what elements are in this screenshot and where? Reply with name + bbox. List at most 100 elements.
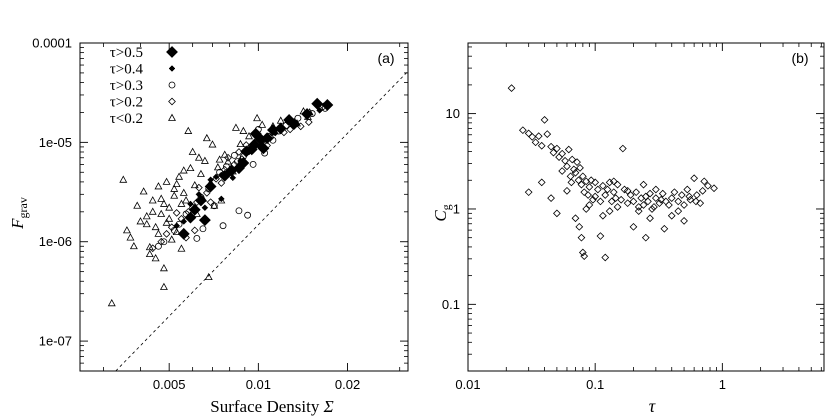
panel-a-xlabel-words: Surface Density — [210, 397, 323, 416]
panel-a-point-triangle-open — [258, 120, 267, 128]
panel-b-point-diamond-open — [617, 195, 625, 204]
panel-a-xlabel-text: Surface Density Σ — [210, 397, 333, 416]
panel-b-point-diamond-open — [547, 142, 555, 151]
panel-b-point-diamond-open — [558, 149, 567, 158]
panel-a-point-triangle-open — [159, 282, 168, 290]
panel-b-point-diamond-open — [658, 189, 667, 198]
panel-a-point-diamond-open — [172, 209, 181, 217]
panel-a-point-triangle-open — [210, 201, 219, 209]
panel-b-point-diamond-open — [578, 248, 587, 257]
panel-b-point-diamond-open — [680, 201, 688, 209]
panel-a-ticks: 0.005 0.01 0.02 1e-07 1e-06 1e-05 0.0001 — [32, 36, 408, 392]
panel-b-ylabel-text: Cg — [431, 204, 453, 221]
panel-a-legend: τ>0.5τ>0.4τ>0.3τ>0.2τ<0.2 — [110, 45, 178, 127]
panel-a-point-diamond-filled-large — [198, 214, 211, 227]
panel-a-point-diamond-filled-large — [204, 180, 217, 193]
panel-a-point-triangle-open — [151, 254, 160, 262]
panel-a-point-triangle-open — [200, 156, 209, 164]
panel-b-point-diamond-open — [584, 191, 592, 199]
panel-b-point-diamond-open — [540, 115, 549, 124]
panel-b-point-diamond-open — [609, 177, 618, 186]
panel-b-point-diamond-open — [629, 222, 638, 231]
panel-b-point-diamond-open — [524, 188, 533, 197]
panel-b-y-tick-label: 10 — [446, 106, 460, 121]
panel-a-point-diamond-open — [304, 118, 313, 126]
panel-a-ylabel: Fgrav — [8, 197, 30, 230]
panel-b-point-diamond-open — [626, 191, 635, 199]
panel-a-point-triangle-open — [253, 113, 262, 122]
panel-a-point-diamond-filled-large — [257, 142, 270, 155]
panel-a-y-tick-label: 0.0001 — [32, 36, 72, 51]
panel-a-point-triangle-open — [220, 150, 229, 158]
panel-a-point-triangle-open — [148, 207, 157, 215]
panel-b-point-diamond-open — [555, 153, 563, 161]
panel-b-point-diamond-open — [566, 172, 575, 181]
panel-a-reference-line-path — [115, 70, 409, 372]
panel-a-point-diamond-filled-large — [301, 108, 313, 120]
panel-b-point-diamond-open — [553, 209, 561, 218]
panel-b-point-diamond-open — [685, 192, 694, 201]
panel-b-point-diamond-open — [690, 174, 698, 183]
panel-a-point-triangle-open — [145, 249, 154, 258]
panel-a-point-triangle-open — [119, 175, 128, 183]
panel-b-point-diamond-open — [563, 186, 571, 195]
panel-b-point-diamond-open — [564, 145, 573, 154]
panel-a-point-triangle-open — [215, 155, 224, 163]
panel-b-point-diamond-open — [543, 130, 552, 138]
panel-b-point-diamond-open — [571, 214, 580, 223]
panel-a-point-triangle-open — [188, 147, 197, 155]
panel-b-point-diamond-open — [577, 233, 586, 242]
panel-b-point-diamond-open — [648, 205, 656, 213]
panel-a-point-triangle-open — [159, 199, 168, 207]
panel-a-plot-area — [79, 42, 409, 372]
panel-b-point-diamond-open — [591, 178, 600, 187]
panel-b-point-diamond-open — [644, 197, 652, 206]
panel-a-x-tick-label: 0.005 — [153, 377, 186, 392]
panel-a-point-triangle-open — [182, 196, 191, 204]
panel-b-point-diamond-open — [587, 176, 596, 185]
panel-a-point-circle-open — [160, 238, 168, 246]
panel-a-point-triangle-open — [162, 218, 171, 226]
panel-b-point-diamond-open — [596, 232, 605, 240]
panel-a-point-circle-open — [249, 161, 257, 168]
panel-b-point-diamond-open — [570, 165, 578, 174]
panel-a-point-triangle-open — [142, 212, 151, 220]
panel-b-point-diamond-open — [670, 188, 679, 197]
panel-a-point-triangle-open — [139, 187, 148, 195]
panel-b-x-tick-label: 1 — [719, 377, 726, 392]
legend-entry-label: τ<0.2 — [110, 111, 143, 127]
panel-b-ylabel: Cg — [431, 204, 453, 221]
panel-b-point-diamond-open — [613, 203, 622, 211]
panel-b-point-diamond-open — [518, 126, 527, 135]
panel-b-point-diamond-open — [603, 185, 612, 194]
panel-b-point-diamond-open — [657, 195, 665, 204]
panel-a-point-triangle-open — [170, 184, 179, 192]
panel-b-point-diamond-open — [686, 195, 695, 204]
panel-a-point-triangle-open — [179, 166, 188, 174]
panel-a-point-circle-open — [219, 222, 227, 230]
panel-b-point-diamond-open — [571, 168, 580, 177]
panel-b-point-diamond-open — [667, 211, 676, 220]
panel-a-point-triangle-open — [129, 241, 138, 250]
panel-a-point-triangle-open — [157, 209, 166, 217]
panel-b-point-diamond-open — [558, 167, 567, 175]
panel-a-point-triangle-open — [154, 229, 163, 237]
panel-b-point-diamond-open — [639, 201, 648, 209]
panel-a: 0.005 0.01 0.02 1e-07 1e-06 1e-05 0.0001 (a) S… — [8, 36, 409, 416]
panel-a-point-triangle-open — [194, 153, 203, 161]
panel-a-point-diamond-open — [148, 244, 157, 253]
panel-b-point-diamond-open — [531, 138, 540, 147]
panel-a-xlabel-symbol: Σ — [323, 397, 334, 416]
panel-a-point-triangle-open — [177, 244, 186, 252]
panel-b-point-diamond-open — [596, 197, 605, 206]
panel-a-point-triangle-open — [177, 199, 186, 207]
panel-b-y-tick-label: 0.1 — [442, 297, 460, 312]
panel-b-point-diamond-open — [623, 186, 632, 195]
panel-b-ylabel-sub: g — [439, 204, 453, 210]
panel-a-point-circle-open — [210, 202, 218, 210]
panel-a-point-triangle-open — [159, 263, 168, 272]
panel-b-point-diamond-open — [601, 253, 610, 262]
panel-b-point-diamond-open — [568, 155, 577, 164]
panel-a-point-diamond-filled-large — [274, 122, 287, 135]
panel-b-point-diamond-open — [629, 197, 638, 206]
